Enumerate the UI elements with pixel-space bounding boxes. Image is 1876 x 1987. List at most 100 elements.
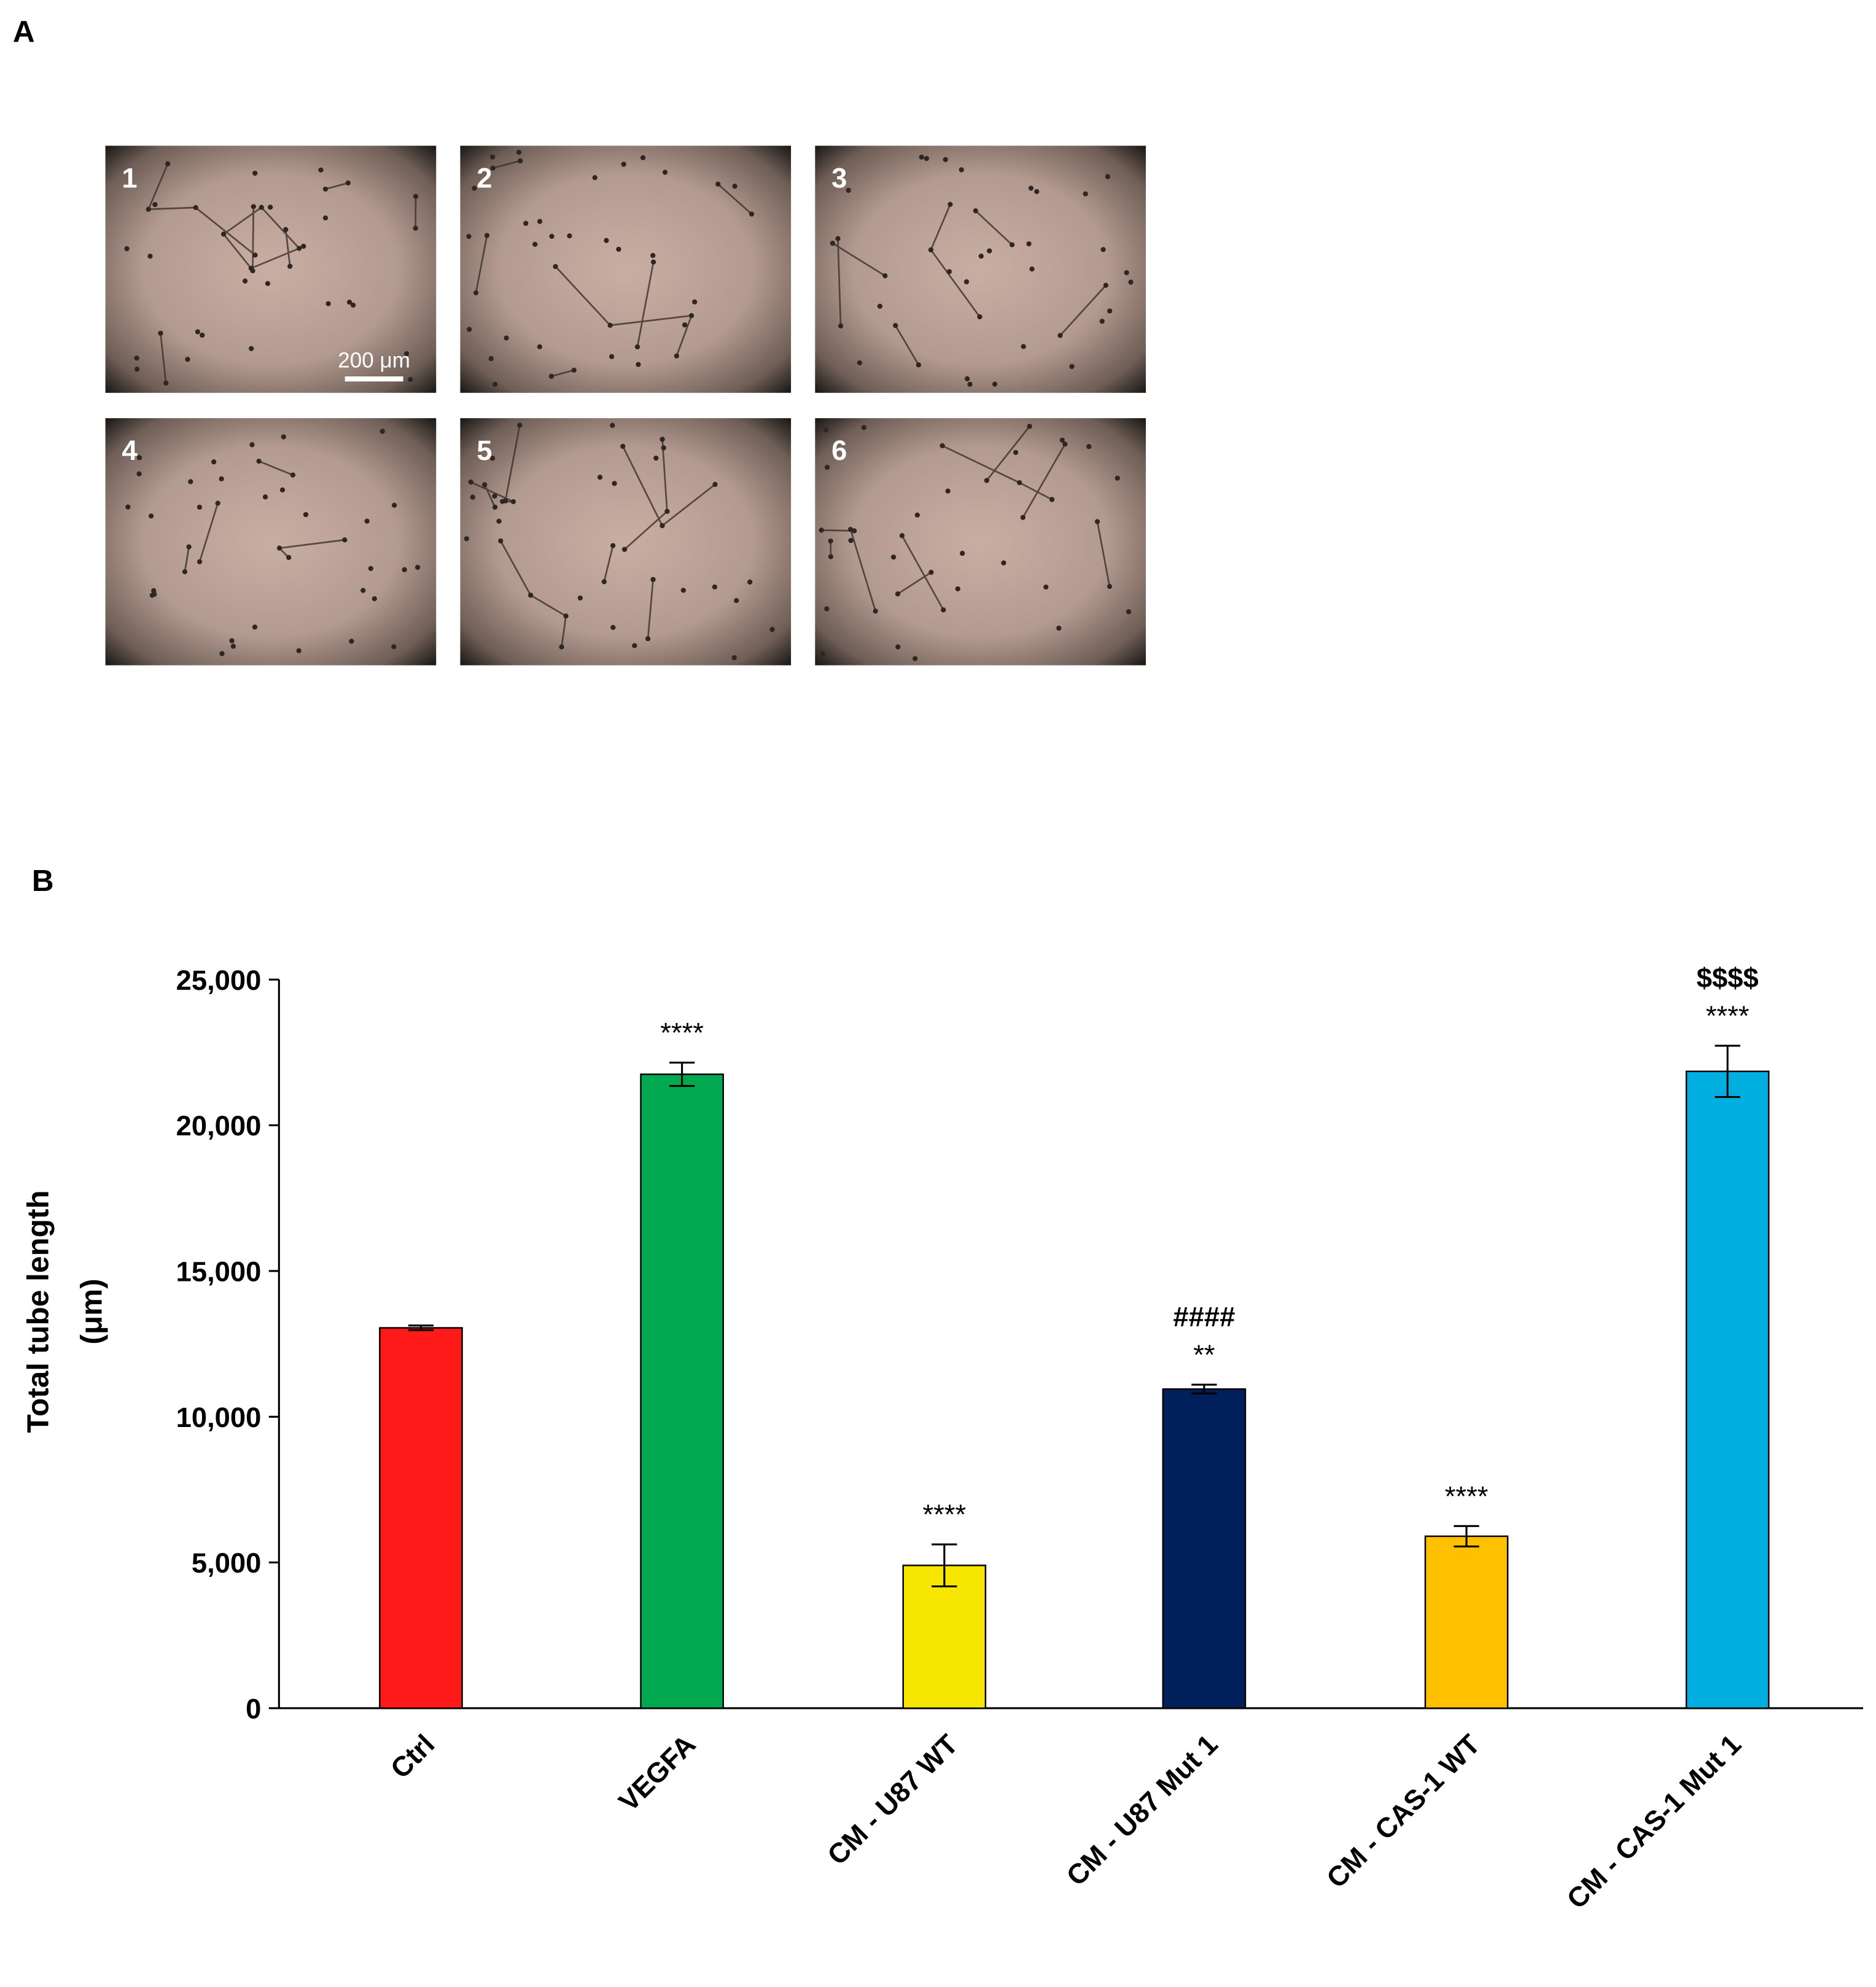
cell-node bbox=[151, 588, 157, 594]
cell-node bbox=[616, 246, 621, 252]
cell-node bbox=[835, 236, 841, 241]
tube-network bbox=[184, 460, 345, 572]
cell-node bbox=[1069, 364, 1075, 370]
cell-node bbox=[391, 644, 397, 650]
cell-node bbox=[297, 246, 302, 251]
error-bar bbox=[408, 1324, 434, 1331]
cell-node bbox=[473, 290, 479, 296]
cell-node bbox=[563, 613, 569, 619]
cell-node bbox=[650, 252, 656, 259]
x-tick-label: CM - CAS-1 WT bbox=[1320, 1728, 1486, 1894]
micrograph bbox=[105, 418, 437, 666]
cell-node bbox=[200, 332, 205, 338]
cell-node bbox=[325, 301, 331, 306]
micrograph bbox=[105, 146, 437, 393]
cell-node bbox=[610, 624, 616, 631]
cell-node bbox=[498, 538, 504, 544]
cell-node bbox=[948, 201, 953, 208]
cell-node bbox=[1028, 185, 1034, 191]
x-tick-label: CM - U87 Mut 1 bbox=[1061, 1728, 1224, 1892]
y-tick-label: 0 bbox=[246, 1693, 261, 1724]
cell-node bbox=[391, 502, 397, 508]
cell-node bbox=[620, 443, 626, 449]
cell-node bbox=[532, 241, 538, 247]
cell-node bbox=[345, 180, 351, 186]
cell-node bbox=[661, 445, 666, 451]
cell-node bbox=[219, 476, 224, 481]
cell-node bbox=[230, 644, 236, 649]
significance-label: **** bbox=[1706, 1000, 1750, 1032]
x-tick-label: VEGFA bbox=[613, 1728, 702, 1818]
cell-node bbox=[504, 335, 509, 341]
cell-node bbox=[873, 609, 878, 614]
cell-node bbox=[1029, 266, 1035, 272]
cell-node bbox=[940, 443, 945, 449]
cell-node bbox=[279, 487, 286, 493]
cell-node bbox=[567, 233, 572, 239]
cell-node bbox=[368, 566, 373, 572]
cell-node bbox=[662, 169, 668, 175]
cell-node bbox=[632, 643, 637, 648]
cell-node bbox=[249, 442, 255, 448]
cell-node bbox=[893, 323, 898, 329]
cell-node bbox=[220, 231, 227, 237]
cell-node bbox=[924, 156, 930, 161]
cell-node bbox=[158, 330, 163, 336]
micrograph-grid: 1 2 3 4 5 6 200 μm bbox=[105, 146, 1146, 666]
cell-node bbox=[830, 241, 835, 246]
cell-node bbox=[467, 327, 472, 332]
cell-node bbox=[134, 356, 139, 361]
cell-node bbox=[215, 500, 220, 506]
error-bar bbox=[932, 1543, 957, 1588]
cell-node bbox=[188, 479, 193, 484]
cell-node bbox=[195, 329, 201, 335]
cell-node bbox=[1083, 191, 1088, 196]
scale-bar-label: 200 μm bbox=[338, 348, 410, 372]
cell-node bbox=[276, 545, 282, 551]
cell-node bbox=[219, 651, 225, 656]
cell-node bbox=[527, 593, 534, 598]
cell-node bbox=[468, 479, 473, 485]
cell-node bbox=[287, 263, 293, 269]
y-tick-label: 25,000 bbox=[176, 965, 262, 996]
cell-node bbox=[185, 357, 190, 362]
cell-node bbox=[682, 322, 688, 328]
micrograph-label: 2 bbox=[477, 162, 492, 193]
micrograph bbox=[460, 418, 792, 666]
cell-node bbox=[1128, 279, 1134, 285]
cell-node bbox=[1103, 282, 1108, 288]
cell-node bbox=[152, 201, 158, 208]
cell-node bbox=[769, 627, 775, 632]
cell-node bbox=[943, 157, 948, 162]
cell-node bbox=[824, 464, 830, 470]
micrograph bbox=[815, 418, 1146, 666]
cell-node bbox=[882, 273, 888, 279]
cell-node bbox=[946, 269, 952, 274]
cell-node bbox=[283, 227, 289, 232]
cell-node bbox=[650, 259, 656, 265]
cell-node bbox=[148, 513, 154, 519]
cell-node bbox=[364, 518, 370, 524]
cell-node bbox=[1056, 625, 1062, 631]
cell-node bbox=[464, 536, 469, 542]
tube-network bbox=[832, 204, 1107, 365]
cell-node bbox=[610, 422, 615, 428]
micrograph bbox=[815, 146, 1146, 393]
cell-node bbox=[489, 456, 496, 461]
cell-node bbox=[1027, 424, 1032, 429]
cell-node bbox=[688, 313, 695, 319]
cell-node bbox=[692, 299, 698, 305]
cell-node bbox=[259, 204, 264, 210]
micrograph-label: 4 bbox=[122, 435, 137, 466]
cell-node bbox=[186, 544, 192, 550]
cell-node bbox=[252, 624, 258, 630]
cell-node bbox=[252, 252, 258, 258]
bar bbox=[640, 1073, 724, 1709]
cell-node bbox=[824, 606, 830, 612]
panel-label: A bbox=[13, 15, 35, 49]
cell-node bbox=[1021, 344, 1026, 349]
cell-node bbox=[838, 323, 844, 329]
cell-node bbox=[963, 279, 970, 285]
cell-node bbox=[496, 518, 502, 524]
cell-node bbox=[523, 220, 529, 226]
